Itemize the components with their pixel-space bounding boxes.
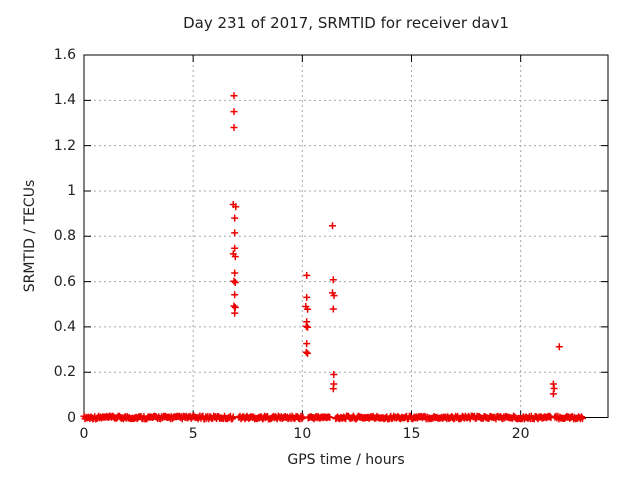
x-tick-label: 15 <box>402 425 421 442</box>
y-tick-label: 0.8 <box>53 228 76 245</box>
y-tick-label: 0 <box>67 409 76 426</box>
y-tick-label: 0.4 <box>53 318 76 335</box>
x-tick-label: 5 <box>188 425 198 442</box>
y-tick-label: 1.4 <box>53 92 76 109</box>
scatter-markers <box>229 92 563 398</box>
y-tick-label: 0.6 <box>53 273 76 290</box>
x-tick-label: 10 <box>293 425 312 442</box>
y-tick-label: 0.2 <box>53 364 76 381</box>
x-axis-label: GPS time / hours <box>287 452 405 468</box>
y-tick-label: 1.6 <box>53 47 76 63</box>
y-tick-label: 1.2 <box>53 137 76 154</box>
x-tick-label: 0 <box>79 425 89 442</box>
y-tick-label: 1 <box>67 182 76 199</box>
x-tick-label: 20 <box>511 425 530 442</box>
chart-title: Day 231 of 2017, SRMTID for receiver dav… <box>183 14 509 32</box>
baseline-markers <box>80 412 586 423</box>
